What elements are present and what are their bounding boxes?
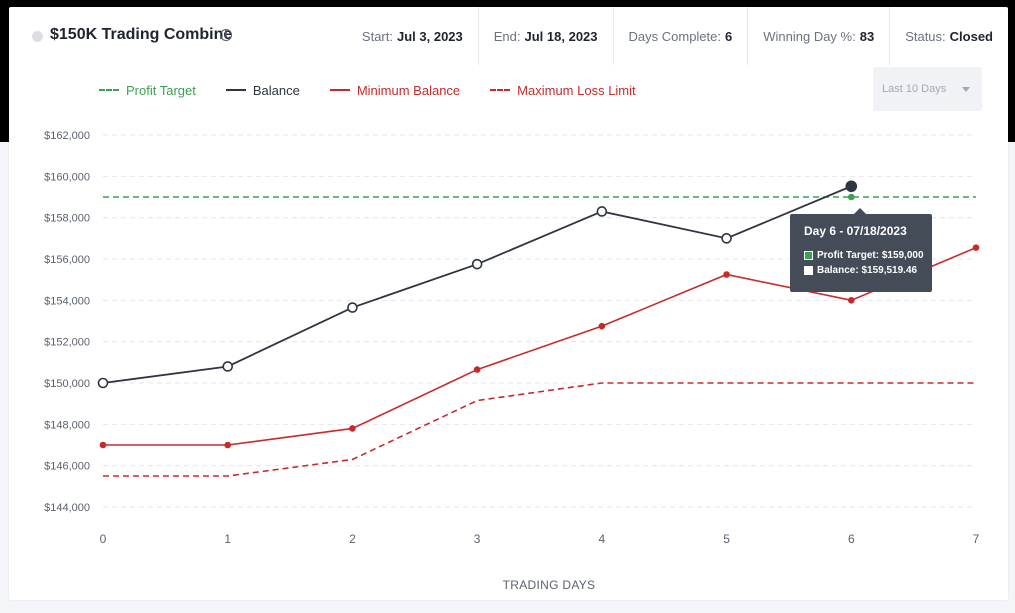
x-axis-title: TRADING DAYS (502, 578, 596, 592)
tooltip-profit-target-swatch (804, 251, 813, 260)
legend-profit-target[interactable]: Profit Target (99, 83, 196, 98)
tooltip-balance-text: Balance: $159,519.46 (817, 265, 918, 276)
stat-status-label: Status: (905, 28, 946, 44)
legend-profit-target-label: Profit Target (126, 82, 196, 98)
chevron-down-icon (962, 87, 970, 92)
balance-point (471, 258, 483, 270)
y-tick-label: $162,000 (44, 130, 90, 142)
legend-balance[interactable]: Balance (225, 82, 300, 98)
tooltip-profit-target-text: Profit Target: $159,000 (817, 250, 924, 261)
minimum-balance-point (598, 322, 606, 330)
combine-title: $150K Trading Combine (50, 26, 233, 43)
stat-start-label: Start: (361, 28, 393, 44)
stat-end-value: Jul 18, 2023 (524, 28, 598, 44)
stat-end: End: Jul 18, 2023 (477, 7, 613, 65)
minimum-balance-point (972, 244, 980, 251)
balance-point (97, 377, 109, 389)
y-tick-label: $150,000 (44, 378, 90, 390)
x-tick-label: 6 (848, 532, 855, 546)
minimum-balance-point (473, 366, 481, 373)
legend-balance-swatch (225, 89, 246, 91)
series-line-minimum-balance (103, 246, 977, 446)
stat-days-complete: Days Complete: 6 (612, 7, 748, 65)
chart-tick-labels: $144,000 $146,000 $148,000 $150,000 $152,000… (44, 130, 980, 546)
minimum-balance-point (723, 271, 730, 278)
balance-point (596, 206, 608, 217)
x-tick-label: 4 (599, 532, 606, 546)
tooltip-row-balance: Balance: $159,519.46 (804, 263, 932, 278)
stat-end-label: End: (493, 28, 521, 44)
status-dot (32, 31, 43, 42)
y-tick-label: $144,000 (44, 502, 90, 514)
minimum-balance-point (349, 425, 356, 432)
chart-points (97, 180, 980, 449)
x-tick-label: 3 (474, 532, 481, 546)
series-line-balance (102, 185, 852, 384)
stat-start-value: Jul 3, 2023 (396, 28, 463, 44)
stat-winning-day-value: 83 (859, 28, 875, 44)
card-header: $150K Trading Combine i Start: Jul 3, 20… (9, 7, 1008, 65)
minimum-balance-point (99, 441, 107, 449)
y-tick-label: $158,000 (44, 213, 90, 225)
chart-legend: Profit Target Balance Minimum Balance Ma… (99, 81, 666, 99)
tooltip-arrow (854, 208, 866, 214)
minimum-balance-point (224, 441, 232, 449)
stat-days-complete-value: 6 (725, 28, 733, 44)
stat-winning-day-label: Winning Day %: (763, 28, 856, 44)
balance-point (721, 233, 732, 244)
date-range-select-value: Last 10 Days (882, 83, 947, 95)
legend-minimum-balance[interactable]: Minimum Balance (329, 82, 461, 98)
balance-point (347, 302, 358, 313)
stats-bar: Start: Jul 3, 2023 End: Jul 18, 2023 Day… (347, 7, 1008, 65)
tooltip-balance-swatch (804, 266, 813, 275)
stat-winning-day: Winning Day %: 83 (747, 7, 889, 65)
stat-days-complete-label: Days Complete: (628, 28, 721, 44)
tooltip-title: Day 6 - 07/18/2023 (804, 224, 907, 238)
y-tick-label: $146,000 (44, 461, 90, 473)
y-tick-label: $154,000 (44, 295, 90, 307)
tooltip-row-profit-target: Profit Target: $159,000 (804, 248, 932, 263)
info-icon[interactable]: i (220, 29, 232, 41)
x-tick-label: 7 (973, 532, 980, 546)
y-tick-label: $160,000 (44, 171, 90, 183)
x-tick-label: 1 (224, 532, 231, 546)
x-tick-label: 0 (100, 532, 107, 546)
chart-grid (103, 134, 976, 508)
y-tick-label: $148,000 (44, 419, 90, 431)
legend-maximum-loss-limit-label: Maximum Loss Limit (517, 82, 636, 98)
legend-maximum-loss-limit-swatch (490, 89, 511, 91)
minimum-balance-point (847, 297, 855, 304)
x-tick-label: 2 (349, 532, 356, 546)
balance-point (845, 180, 858, 193)
y-tick-label: $156,000 (44, 254, 90, 266)
legend-minimum-balance-label: Minimum Balance (356, 82, 461, 98)
legend-profit-target-swatch (99, 89, 119, 91)
series-line-maximum-loss-limit (103, 382, 976, 477)
y-tick-label: $152,000 (44, 337, 90, 349)
chart-tooltip: Day 6 - 07/18/2023 Profit Target: $159,0… (790, 208, 932, 292)
legend-minimum-balance-swatch (329, 89, 350, 91)
x-tick-label: 5 (723, 532, 730, 546)
profit-target-point (847, 193, 855, 201)
stat-start: Start: Jul 3, 2023 (347, 7, 478, 65)
stat-status: Status: Closed (889, 7, 1008, 65)
legend-balance-label: Balance (252, 82, 300, 98)
balance-chart: $144,000 $146,000 $148,000 $150,000 $152,000… (44, 130, 980, 546)
date-range-select[interactable]: Last 10 Days (873, 67, 982, 111)
balance-point (222, 361, 234, 372)
combine-card: $150K Trading Combine i Start: Jul 3, 20… (9, 7, 1008, 600)
stat-status-value: Closed (949, 28, 993, 44)
legend-maximum-loss-limit[interactable]: Maximum Loss Limit (490, 82, 636, 98)
